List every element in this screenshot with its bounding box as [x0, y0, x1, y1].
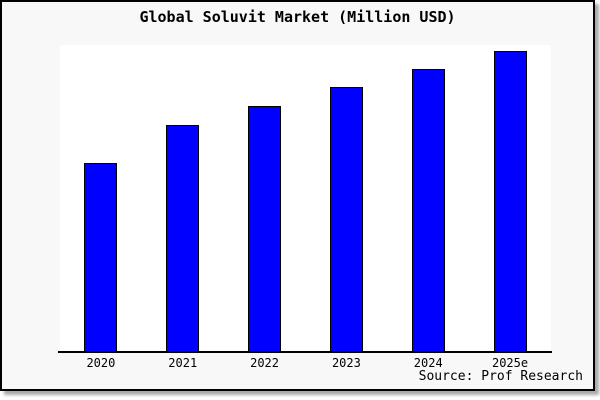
bar-2021 [166, 125, 200, 351]
x-tick-label-2024: 2024 [413, 356, 443, 370]
bar-2024 [411, 69, 445, 351]
bar-slot [305, 45, 387, 351]
bar-chart-plot [60, 45, 551, 351]
x-tick-label-2020: 2020 [86, 356, 116, 370]
bar-slot [469, 45, 551, 351]
bar-slot [224, 45, 306, 351]
bar-slot [60, 45, 142, 351]
bar-2022 [248, 105, 282, 351]
bar-2025e [493, 51, 527, 351]
x-tick-label-2021: 2021 [168, 356, 198, 370]
bar-2023 [329, 87, 363, 351]
chart-title: Global Soluvit Market (Million USD) [139, 8, 456, 26]
bar-slot [387, 45, 469, 351]
source-credit: Source: Prof Research [418, 369, 583, 384]
x-axis-line [58, 351, 552, 353]
x-tick-label-2025e: 2025e [491, 356, 529, 370]
bar-2020 [84, 162, 118, 351]
x-tick-label-2023: 2023 [331, 356, 361, 370]
chart-card: Global Soluvit Market (Million USD) 2020… [0, 0, 595, 391]
x-tick-label-2022: 2022 [250, 356, 280, 370]
x-axis-labels: 2020 2021 2022 2023 2024 2025e [60, 356, 551, 370]
bar-slot [142, 45, 224, 351]
